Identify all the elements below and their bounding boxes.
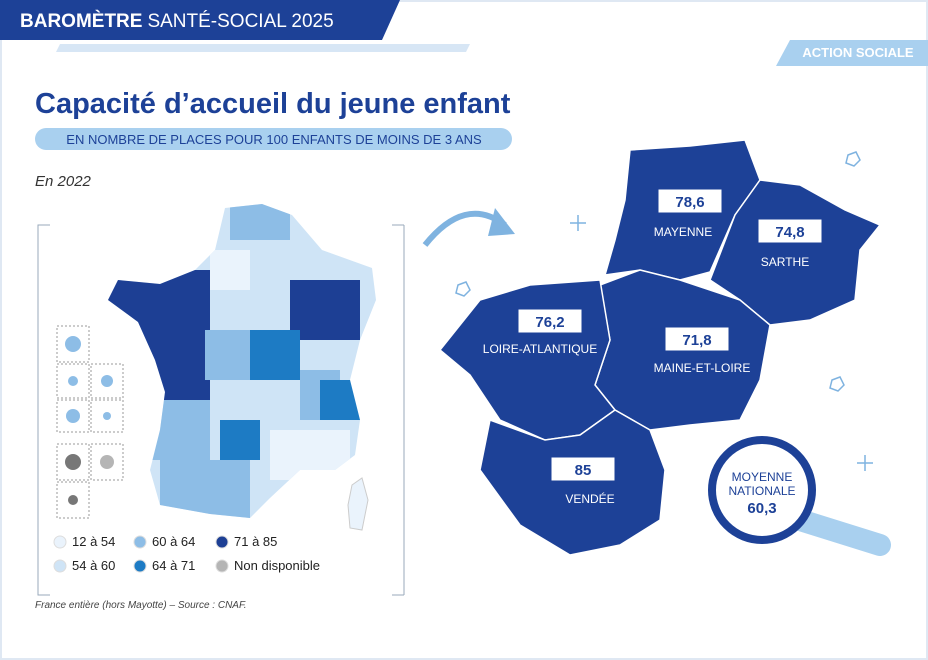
overseas-shapes [65,336,114,505]
subtitle: EN NOMBRE DE PLACES POUR 100 ENFANTS DE … [66,132,482,147]
national-label: MOYENNE NATIONALE [728,470,796,498]
magnifier [708,436,816,544]
legend: 12 à 54 54 à 60 60 à 64 64 à 71 71 à 85 Non d… [53,534,320,573]
arrow-head [488,208,515,236]
region-labels: 78,6 MAYENNE 74,8 SARTHE 76,2 LOIRE-ATLANTIQU… [483,188,823,506]
legend-swatch [53,559,67,573]
region-value: 85 [575,462,592,479]
magnifier-handle [789,509,891,556]
legend-swatch [215,535,229,549]
tag: ACTION SOCIALE [802,45,914,60]
region-value: 71,8 [682,332,711,349]
year: En 2022 [35,173,92,190]
decorations [455,151,873,471]
header-stripe [56,44,470,52]
region-name: SARTHE [761,255,809,269]
brand: SANTÉ-SOCIAL 2025 [147,11,333,32]
legend-label: 54 à 60 [72,558,115,573]
region-value: 78,6 [675,194,704,211]
region-name: VENDÉE [565,491,614,506]
subtitle-pill [35,128,512,150]
legend-label: 12 à 54 [72,534,115,549]
title: Capacité d’accueil du jeune enfant [35,88,511,120]
legend-swatch [215,559,229,573]
region-name: MAINE-ET-LOIRE [654,361,751,375]
value-box [657,188,723,214]
region-value: 74,8 [775,224,804,241]
legend-swatch [133,559,147,573]
source: France entière (hors Mayotte) – Source :… [35,600,247,611]
dept-vendee [479,409,666,556]
legend-label: Non disponible [234,558,320,573]
brand-bold: BAROMÈTRE [20,10,142,32]
header-band [0,0,400,40]
value-box [550,456,616,482]
region-name: MAYENNE [654,225,712,239]
legend-swatch [133,535,147,549]
map-frame [37,224,405,596]
overseas-insets [56,325,124,519]
tag-band [776,40,928,66]
value-box [517,308,583,334]
corsica [347,477,369,531]
header-brand: BAROMÈTRE SANTÉ-SOCIAL 2025 [20,10,334,32]
value-box [664,326,730,352]
region-value: 76,2 [535,314,564,331]
legend-label: 71 à 85 [234,534,277,549]
dept-sarthe [709,179,882,326]
legend-label: 60 à 64 [152,534,195,549]
national-value: 60,3 [747,500,777,517]
legend-swatch [53,535,67,549]
legend-label: 64 à 71 [152,558,195,573]
value-box [757,218,823,244]
region-name: LOIRE-ATLANTIQUE [483,342,597,356]
